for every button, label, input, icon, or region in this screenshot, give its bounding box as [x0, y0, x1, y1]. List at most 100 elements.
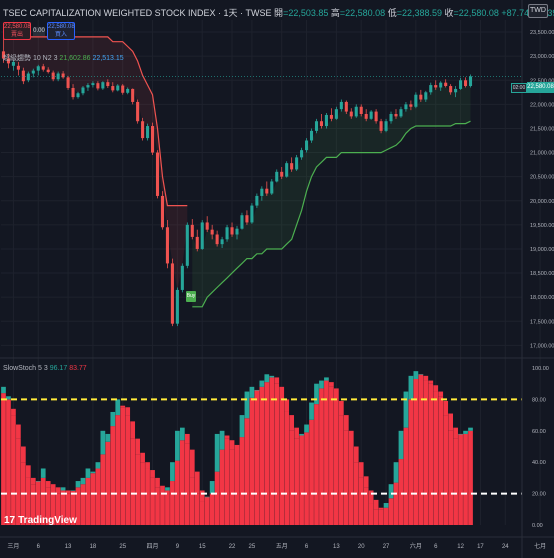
stoch-d-bar: [319, 388, 324, 525]
stoch-d-bar: [458, 433, 463, 525]
stoch-d-bar: [329, 386, 334, 525]
stoch-legend[interactable]: SlowStoch 5 3 96.17 83.77: [3, 365, 87, 372]
stoch-d-bar: [30, 484, 36, 525]
stoch-k-bar: [179, 427, 185, 441]
stoch-k-bar: [269, 375, 275, 378]
candle-body: [81, 87, 85, 94]
open-label: 開: [274, 8, 284, 18]
stoch-k-bar: [363, 476, 369, 488]
candle-body: [205, 222, 209, 230]
stoch-k-bar: [100, 430, 106, 455]
candle-body: [444, 82, 448, 87]
stoch-d-bar: [363, 487, 369, 525]
stoch-d-bar: [1, 393, 6, 525]
stoch-k-bar: [85, 468, 91, 478]
stoch-d-bar: [289, 430, 295, 525]
stoch-d-bar: [50, 490, 56, 525]
stoch-d-bar: [229, 449, 235, 525]
stoch-k-bar: [50, 484, 56, 491]
stoch-k-bar: [388, 484, 394, 499]
candle-body: [290, 163, 294, 170]
symbol-title: TSEC CAPITALIZATION WEIGHTED STOCK INDEX…: [3, 8, 272, 18]
supertrend-name: 超級趨勢 10 N2 3: [3, 55, 58, 62]
candle-body: [141, 121, 145, 139]
stoch-k-bar: [45, 481, 51, 488]
candle-body: [314, 121, 319, 131]
stoch-k-bar: [110, 411, 116, 427]
stoch-d-bar: [294, 438, 299, 525]
stoch-k-bar: [403, 391, 409, 428]
currency-button[interactable]: TWD: [528, 4, 548, 18]
stoch-d-bar: [65, 493, 71, 525]
stoch-d-bar: [264, 382, 270, 525]
stoch-k-bar: [75, 481, 81, 488]
candle-body: [195, 236, 199, 249]
candle-body: [46, 69, 50, 73]
stoch-k-bar: [60, 487, 66, 491]
candle-body: [305, 140, 309, 151]
stoch-k-bar: [95, 462, 101, 469]
open-value: =22,503.85: [283, 8, 329, 18]
stoch-d-bar: [393, 482, 399, 525]
date-tick-label: 15: [199, 544, 206, 550]
price-tick-label: 19,000.00: [530, 247, 554, 253]
stoch-d-bar: [244, 418, 250, 525]
stoch-d-bar: [155, 487, 160, 525]
stoch-d-bar: [194, 493, 200, 525]
candle-body: [295, 157, 299, 170]
stoch-k-bar: [373, 499, 379, 510]
stoch-k-bar: [130, 421, 136, 439]
candle-body: [384, 121, 388, 131]
candle-body: [21, 70, 25, 82]
candle-body: [175, 289, 179, 324]
stoch-k-bar: [334, 388, 339, 400]
stoch-d-bar: [249, 397, 255, 525]
stoch-k-bar: [299, 433, 304, 436]
stoch-d-bar: [199, 501, 205, 525]
stoch-k-bar: [11, 408, 16, 416]
stoch-k-bar: [115, 399, 121, 416]
stoch-d-bar: [150, 477, 155, 525]
stoch-d-bar: [160, 493, 165, 525]
price-tick-label: 21,500.00: [530, 126, 554, 132]
candle-body: [116, 85, 120, 91]
supertrend-legend[interactable]: 超級趨勢 10 N2 3 21,602.86 22,513.15: [3, 53, 124, 63]
stoch-d-bar: [16, 438, 21, 525]
stoch-d-bar: [413, 378, 419, 525]
stoch-k-bar: [443, 400, 449, 416]
close-label: 收: [444, 8, 454, 18]
stoch-k-bar: [433, 385, 439, 392]
candle-body: [190, 224, 194, 237]
candle-body: [429, 85, 433, 93]
stoch-k-bar: [279, 386, 285, 400]
date-tick-label: 12: [457, 544, 464, 550]
stoch-d-bar: [214, 471, 220, 525]
price-tick-label: 23,000.00: [530, 54, 554, 60]
sell-label: 賣出: [10, 32, 23, 38]
date-tick-label: 25: [119, 544, 126, 550]
stoch-d-bar: [35, 481, 41, 525]
stoch-d-bar: [284, 411, 290, 525]
tradingview-logo[interactable]: 17 TradingView: [4, 515, 77, 526]
stoch-d-bar: [408, 399, 414, 525]
candle-body: [319, 121, 324, 127]
stoch-k-bar: [155, 477, 160, 488]
stoch-d-bar: [428, 383, 434, 525]
candle-body: [309, 130, 314, 141]
stoch-k-bar: [219, 430, 225, 450]
candle-body: [255, 195, 259, 206]
stoch-d-bar: [403, 427, 409, 525]
stoch-k-bar: [304, 424, 309, 433]
candle-body: [399, 109, 403, 117]
date-tick-label: 18: [90, 544, 97, 550]
candle-body: [265, 188, 269, 194]
stoch-k-bar: [284, 399, 290, 412]
stoch-d-bar: [259, 386, 265, 525]
stoch-k-bar: [423, 375, 429, 381]
sell-button[interactable]: 22,580.08 賣出: [3, 22, 31, 40]
buy-button[interactable]: 22,580.08 買入: [47, 22, 75, 40]
candle-body: [235, 228, 239, 235]
date-tick-label: 6: [37, 544, 41, 550]
candle-body: [126, 88, 130, 93]
